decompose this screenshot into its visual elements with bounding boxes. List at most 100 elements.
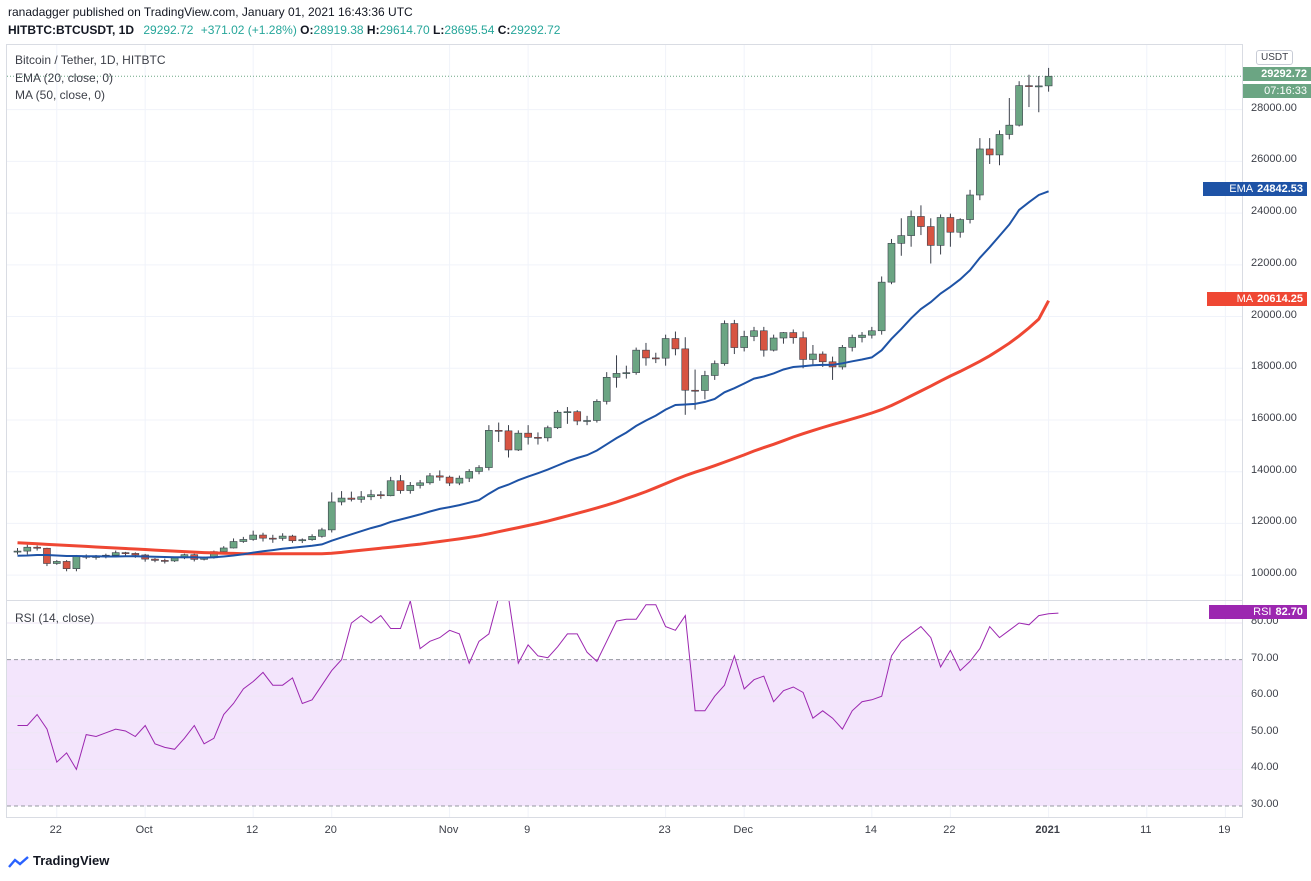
time-tick-label: 23 bbox=[658, 824, 671, 836]
candle-body bbox=[455, 477, 464, 484]
candle-body bbox=[612, 373, 621, 378]
candle-body bbox=[1005, 124, 1014, 135]
candle-body bbox=[966, 194, 974, 220]
candle-body bbox=[877, 281, 886, 332]
rsi-line bbox=[17, 596, 1059, 771]
candle-body bbox=[887, 243, 896, 283]
candle-body bbox=[269, 537, 277, 540]
candle-body bbox=[465, 471, 474, 479]
candle-body bbox=[956, 219, 965, 233]
candle-body bbox=[553, 411, 562, 429]
price-value: 29292.72 bbox=[143, 23, 194, 37]
candle-body bbox=[750, 330, 758, 337]
ema-tag: EMA 24842.53 bbox=[1203, 182, 1307, 197]
price-tick-label: 10000.00 bbox=[1251, 567, 1297, 580]
low-label: L: bbox=[433, 23, 445, 37]
candle-body bbox=[367, 494, 375, 498]
candle-body bbox=[72, 555, 81, 569]
candle-body bbox=[52, 561, 61, 564]
candle-body bbox=[848, 337, 857, 348]
candle-body bbox=[249, 534, 257, 540]
candle-body bbox=[278, 535, 287, 539]
candle-body bbox=[514, 432, 523, 451]
candle-body bbox=[416, 482, 424, 486]
candle-body bbox=[219, 547, 228, 552]
candle-body bbox=[976, 148, 984, 196]
ohlc-line: HITBTC:BTCUSDT, 1D 29292.72 +371.02 (+1.… bbox=[8, 23, 560, 37]
candle-body bbox=[1034, 85, 1043, 88]
rsi-tick-label: 30.00 bbox=[1251, 798, 1279, 811]
candle-body bbox=[868, 330, 876, 336]
time-tick-label: 2021 bbox=[1035, 824, 1060, 836]
candle-body bbox=[946, 217, 955, 233]
rsi-tag: RSI 82.70 bbox=[1209, 604, 1307, 619]
currency-badge[interactable]: USDT bbox=[1256, 50, 1294, 65]
time-axis[interactable]: 22 Oct 12 20 Nov 9 23 Dec 14 22 2021 11 19 bbox=[6, 818, 1241, 842]
price-tick-label: 14000.00 bbox=[1251, 463, 1297, 476]
time-tick-label: 22 bbox=[943, 824, 956, 836]
candle-body bbox=[858, 334, 866, 338]
high-label: H: bbox=[366, 23, 380, 37]
candle-body bbox=[602, 377, 611, 402]
candle-body bbox=[936, 217, 945, 246]
candle-body bbox=[494, 430, 503, 432]
ema-legend: EMA (20, close, 0) bbox=[15, 71, 114, 85]
candle-body bbox=[426, 475, 434, 484]
footer-brand: TradingView bbox=[33, 853, 110, 868]
price-tag: 29292.72 bbox=[1243, 67, 1311, 82]
candle-body bbox=[985, 148, 994, 156]
price-chart[interactable] bbox=[7, 45, 1242, 601]
time-tick-label: 11 bbox=[1140, 824, 1152, 836]
time-tick-label: 22 bbox=[49, 824, 62, 836]
symbol-label: HITBTC:BTCUSDT, 1D bbox=[8, 23, 134, 37]
price-tick-label: 18000.00 bbox=[1251, 360, 1297, 373]
price-tick-label: 12000.00 bbox=[1251, 515, 1297, 528]
candle-body bbox=[406, 485, 415, 491]
candle-body bbox=[259, 534, 267, 539]
candle-body bbox=[396, 480, 405, 491]
candle-body bbox=[917, 216, 925, 227]
publisher-line: ranadagger published on TradingView.com,… bbox=[8, 5, 413, 19]
time-tick-label: Dec bbox=[733, 824, 753, 836]
candle-body bbox=[151, 558, 159, 561]
candle-body bbox=[593, 401, 601, 421]
candle-body bbox=[337, 497, 346, 503]
candle-body bbox=[318, 529, 326, 537]
candle-body bbox=[445, 476, 454, 484]
chart-title: Bitcoin / Tether, 1D, HITBTC bbox=[15, 53, 166, 67]
candle-body bbox=[33, 546, 41, 549]
candle-body bbox=[475, 467, 483, 472]
time-tick-label: 20 bbox=[324, 824, 337, 836]
price-tick-label: 16000.00 bbox=[1251, 411, 1297, 424]
rsi-tick-label: 70.00 bbox=[1251, 651, 1279, 664]
candle-body bbox=[288, 535, 297, 542]
rsi-chart[interactable] bbox=[7, 596, 1242, 817]
close-value: 29292.72 bbox=[510, 23, 561, 37]
tradingview-logo-icon bbox=[8, 855, 29, 868]
countdown-tag: 07:16:33 bbox=[1243, 84, 1311, 99]
tradingview-logo[interactable]: TradingView bbox=[8, 853, 109, 868]
price-tick-label: 26000.00 bbox=[1251, 153, 1297, 166]
rsi-pane[interactable]: RSI (14, close) bbox=[6, 596, 1243, 818]
candle-body bbox=[583, 420, 591, 422]
price-pane[interactable]: Bitcoin / Tether, 1D, HITBTC EMA (20, cl… bbox=[6, 44, 1243, 602]
time-tick-label: 9 bbox=[524, 824, 531, 836]
candle-body bbox=[809, 353, 817, 360]
candle-body bbox=[121, 552, 130, 554]
candle-body bbox=[671, 338, 680, 350]
candle-body bbox=[760, 330, 768, 351]
time-tick-label: 14 bbox=[864, 824, 877, 836]
candle-body bbox=[131, 553, 140, 556]
candle-body bbox=[818, 353, 827, 363]
rsi-tick-label: 40.00 bbox=[1251, 761, 1279, 774]
candle-body bbox=[298, 539, 307, 542]
ema-line bbox=[17, 190, 1049, 559]
candle-body bbox=[524, 432, 532, 438]
candle-body bbox=[239, 539, 248, 542]
candle-body bbox=[632, 349, 640, 373]
candle-body bbox=[1044, 75, 1053, 87]
change-value: +371.02 (+1.28%) bbox=[200, 23, 297, 37]
time-tick-label: Oct bbox=[135, 824, 153, 836]
candle-body bbox=[995, 134, 1004, 156]
candle-body bbox=[681, 348, 690, 391]
